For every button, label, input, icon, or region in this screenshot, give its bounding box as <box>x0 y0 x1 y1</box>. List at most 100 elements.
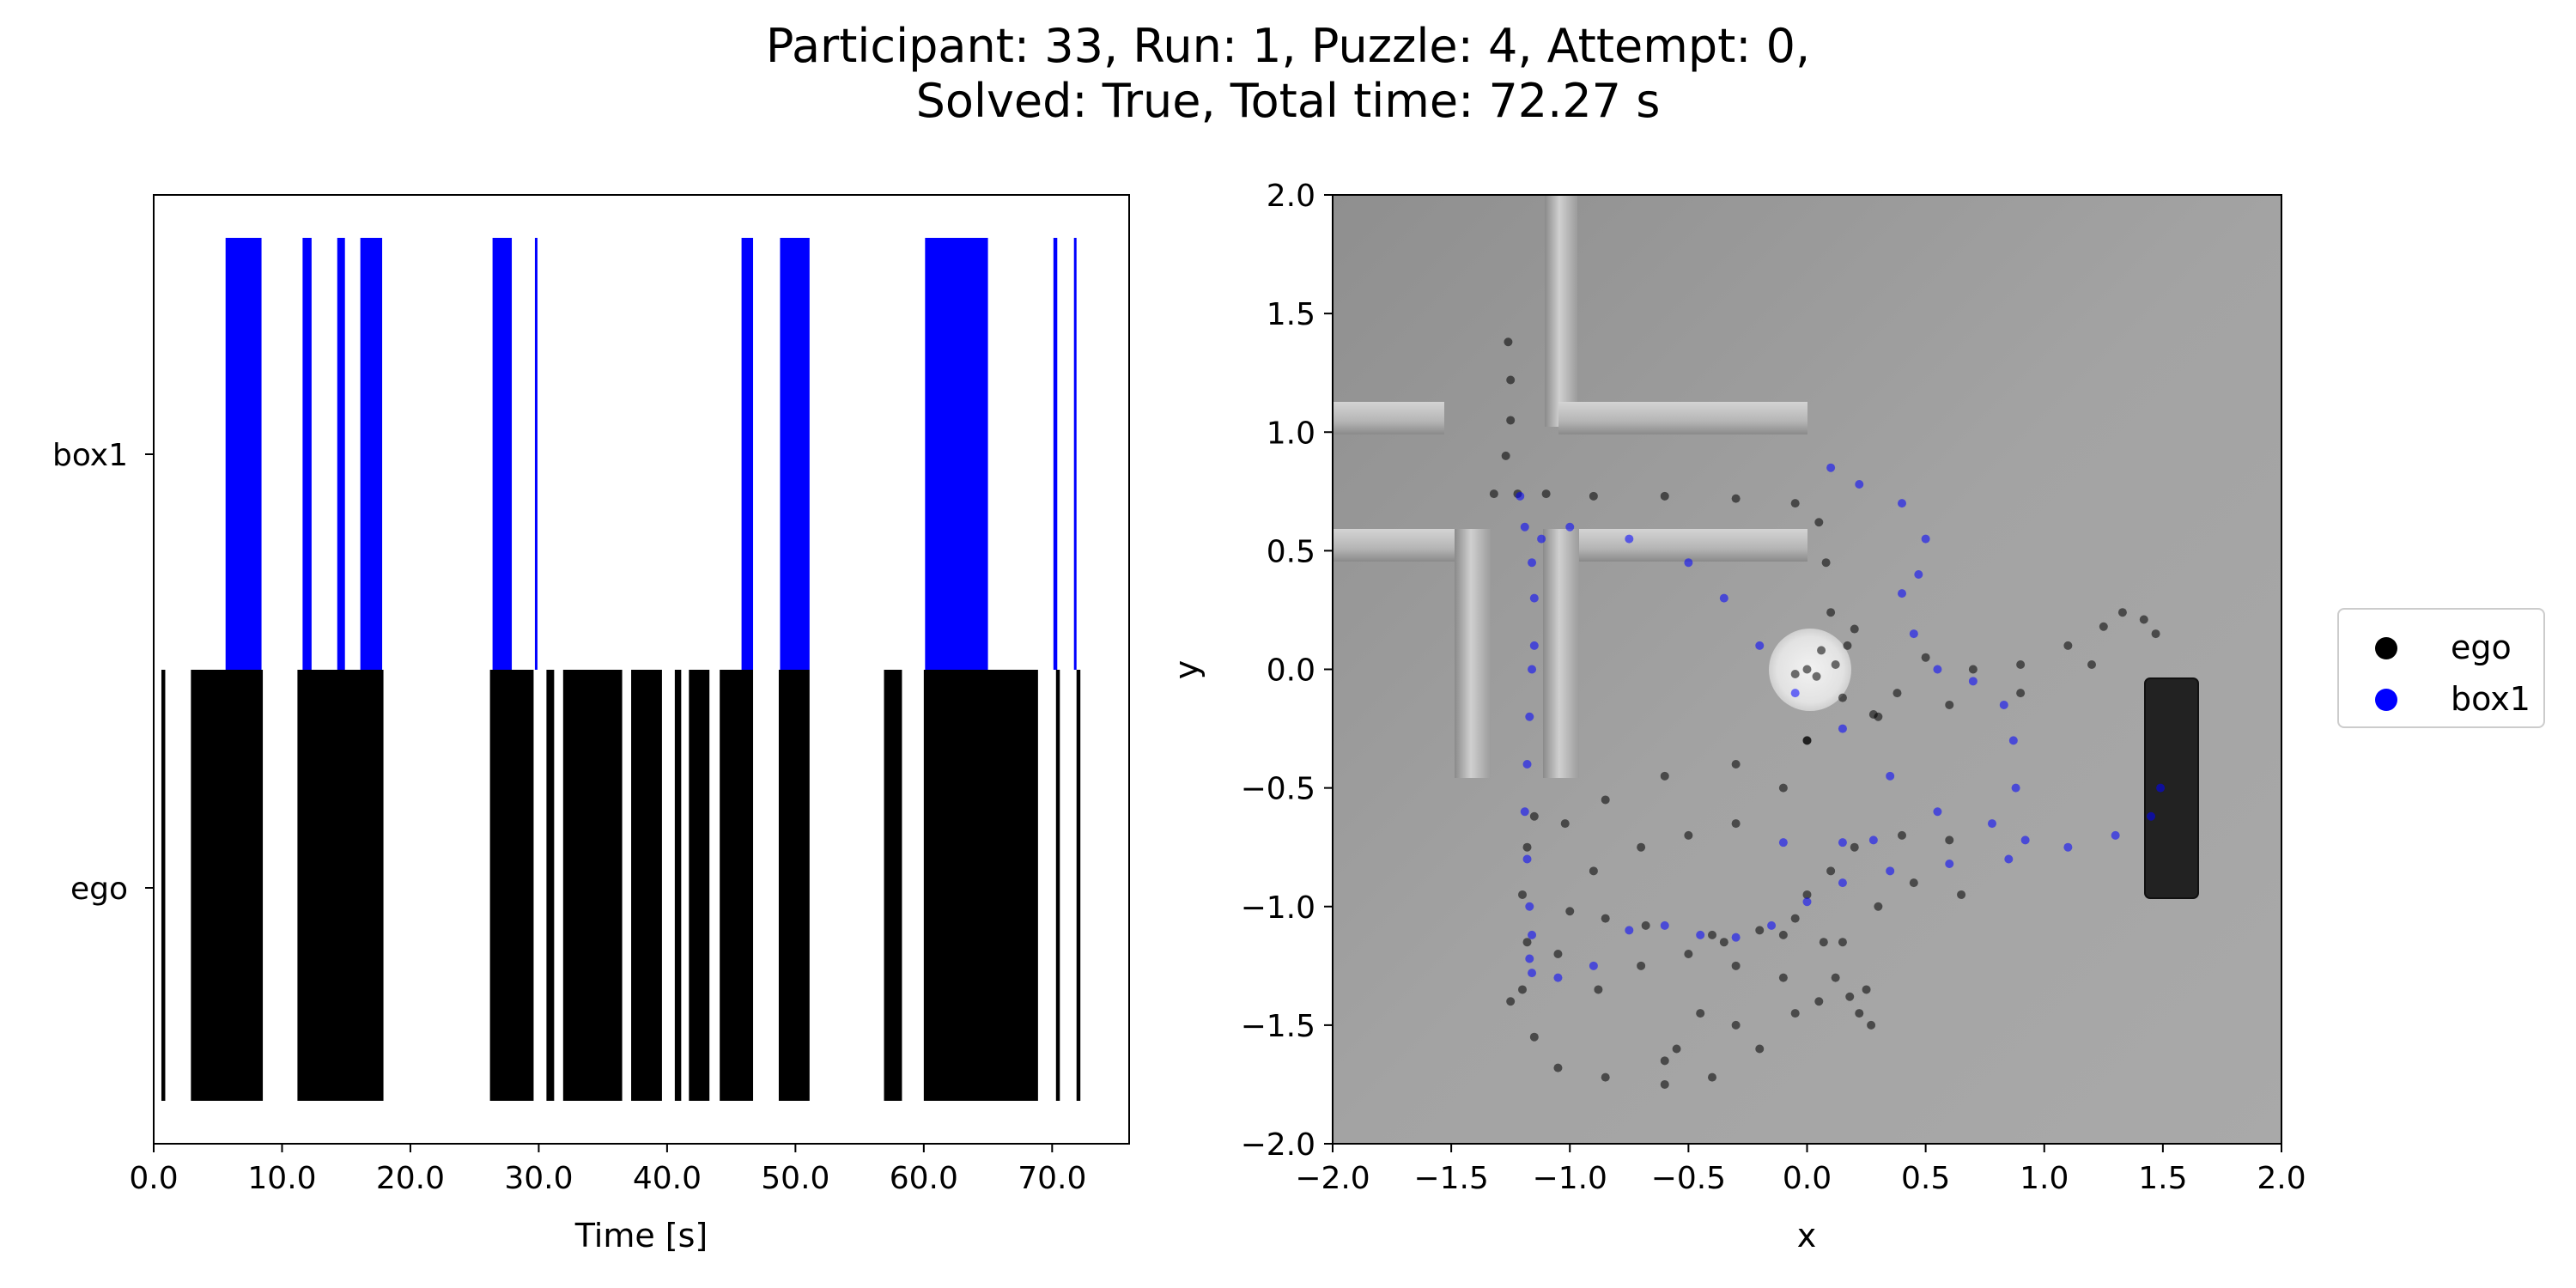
trajectory-point-ego <box>1553 1063 1563 1072</box>
trajectory-point-ego <box>1504 337 1513 347</box>
trajectory-point-box1 <box>2008 736 2018 745</box>
trajectory-point-ego <box>1506 997 1516 1006</box>
scene-walls <box>1333 195 1807 778</box>
trajectory-point-ego <box>1594 985 1603 994</box>
trajectory-point-ego <box>1541 489 1551 499</box>
trajectory-point-ego <box>1553 950 1563 958</box>
trajectory-point-ego <box>2099 622 2108 631</box>
trajectory-point-ego <box>1506 375 1516 385</box>
trajectory-point-box1 <box>1660 920 1669 930</box>
trajectory-point-ego <box>1862 985 1871 994</box>
legend: ego box1 <box>2337 608 2545 728</box>
timeline-x-tick-label: 30.0 <box>504 1161 573 1196</box>
trajectory-point-ego <box>1893 689 1902 698</box>
wall-upper-vertical <box>1545 195 1577 427</box>
trajectory-point-box1 <box>1838 838 1847 848</box>
trajectory-point-ego <box>1560 819 1570 829</box>
trajectory-point-ego <box>1802 890 1812 899</box>
trajectory-point-ego <box>1778 930 1788 939</box>
trajectory-point-box1 <box>1838 878 1847 888</box>
trajectory-point-ego <box>1731 961 1741 970</box>
trajectory-point-box1 <box>1802 897 1812 907</box>
wall-lower-right-horizontal <box>1558 529 1807 562</box>
trajectory-point-box1 <box>1999 700 2008 709</box>
trajectory-x-tick-label: 2.0 <box>2257 1161 2306 1196</box>
trajectory-point-ego <box>1672 1044 1681 1054</box>
trajectory-point-ego <box>1814 518 1824 527</box>
trajectory-point-ego <box>1845 992 1855 1001</box>
trajectory-point-box1 <box>1522 760 1532 769</box>
trajectory-y-tick-label: −0.5 <box>1241 772 1315 807</box>
trajectory-point-box1 <box>2011 783 2020 793</box>
trajectory-point-box1 <box>2020 835 2030 845</box>
timeline-bar-ego <box>191 670 264 1101</box>
trajectory-point-box1 <box>1522 854 1532 864</box>
trajectory-point-box1 <box>1553 973 1563 982</box>
trajectory-point-ego <box>1838 938 1847 947</box>
trajectory-point-box1 <box>1886 771 1895 781</box>
wall-lower-left-vertical <box>1455 529 1491 778</box>
timeline-x-tick-label: 60.0 <box>890 1161 958 1196</box>
trajectory-point-box1 <box>1565 522 1575 532</box>
trajectory-x-tick-label: 1.0 <box>2020 1161 2069 1196</box>
trajectory-y-axis-label: y <box>1168 660 1206 680</box>
trajectory-x-tick-label: 0.0 <box>1783 1161 1832 1196</box>
timeline-x-tick-label: 70.0 <box>1018 1161 1086 1196</box>
timeline-y-tick-label-ego: ego <box>70 872 128 907</box>
timeline-x-tick-label: 50.0 <box>761 1161 829 1196</box>
trajectory-point-ego <box>1850 842 1859 852</box>
timeline-bar-ego <box>884 670 902 1101</box>
trajectory-point-box1 <box>1696 930 1705 939</box>
trajectory-point-box1 <box>1520 522 1529 532</box>
trajectory-x-tick-label: −2.0 <box>1295 1161 1370 1196</box>
trajectory-point-box1 <box>1528 665 1537 674</box>
trajectory-point-ego <box>1601 795 1610 805</box>
trajectory-point-ego <box>1790 499 1800 508</box>
target-box-object <box>2144 677 2199 899</box>
trajectory-point-ego <box>1684 830 1693 840</box>
trajectory-point-ego <box>1731 819 1741 829</box>
trajectory-point-box1 <box>1731 933 1741 942</box>
trajectory-point-ego <box>1778 973 1788 982</box>
timeline-bar-ego <box>1055 670 1060 1101</box>
trajectory-point-box1 <box>1868 835 1878 845</box>
trajectory-point-box1 <box>1790 689 1800 698</box>
timeline-bar-box1 <box>534 238 538 670</box>
trajectory-point-box1 <box>1520 807 1529 817</box>
trajectory-point-box1 <box>2004 854 2014 864</box>
legend-item-ego: ego <box>2339 622 2545 673</box>
trajectory-point-ego <box>1501 451 1510 460</box>
timeline-bar-ego <box>1076 670 1081 1101</box>
timeline-x-tick-label: 20.0 <box>376 1161 445 1196</box>
trajectory-point-box1 <box>1528 930 1537 939</box>
trajectory-y-tick-label: 0.5 <box>1267 534 1315 569</box>
timeline-bar-ego <box>778 670 810 1101</box>
trajectory-y-tick-label: −2.0 <box>1241 1127 1315 1163</box>
timeline-bar-box1 <box>492 238 513 670</box>
timeline-bar-ego <box>631 670 662 1101</box>
wall-lower-left-horizontal <box>1333 529 1479 562</box>
trajectory-point-box1 <box>1987 819 1996 829</box>
trajectory-point-ego <box>1957 890 1966 899</box>
trajectory-point-ego <box>1838 693 1847 702</box>
timeline-x-tick-label: 40.0 <box>633 1161 702 1196</box>
trajectory-point-box1 <box>1525 954 1534 963</box>
legend-marker-ego <box>2375 637 2397 659</box>
trajectory-point-box1 <box>1909 629 1918 639</box>
trajectory-x-tick-label: 1.5 <box>2138 1161 2187 1196</box>
trajectory-point-ego <box>1708 930 1716 939</box>
legend-label-box1: box1 <box>2451 680 2530 718</box>
wall-lower-right-vertical <box>1543 529 1579 778</box>
trajectory-point-ego <box>1778 783 1788 793</box>
timeline-bar-ego <box>562 670 623 1101</box>
trajectory-point-ego <box>1821 558 1831 568</box>
timeline-axes: 0.0 10.0 20.0 30.0 40.0 50.0 60.0 70.0 box1ego … <box>52 194 1130 1255</box>
trajectory-point-ego <box>1601 914 1610 923</box>
trajectory-point-box1 <box>1516 491 1525 501</box>
trajectory-point-box1 <box>1625 926 1634 935</box>
trajectory-x-tick-label: −0.5 <box>1651 1161 1726 1196</box>
trajectory-point-ego <box>1867 1020 1876 1030</box>
trajectory-y-tick-label: 2.0 <box>1267 179 1315 214</box>
trajectory-point-ego <box>1719 938 1728 947</box>
trajectory-y-tick-label: 0.0 <box>1267 653 1315 689</box>
